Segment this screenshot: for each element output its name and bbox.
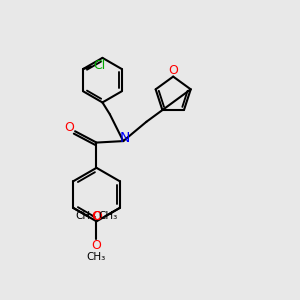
Text: CH₃: CH₃ xyxy=(87,252,106,262)
Text: Cl: Cl xyxy=(93,58,105,72)
Text: O: O xyxy=(91,210,101,223)
Text: O: O xyxy=(64,121,74,134)
Text: O: O xyxy=(92,210,102,223)
Text: N: N xyxy=(119,131,130,145)
Text: O: O xyxy=(92,239,101,252)
Text: O: O xyxy=(168,64,178,76)
Text: CH₃: CH₃ xyxy=(76,211,95,221)
Text: CH₃: CH₃ xyxy=(98,211,117,221)
